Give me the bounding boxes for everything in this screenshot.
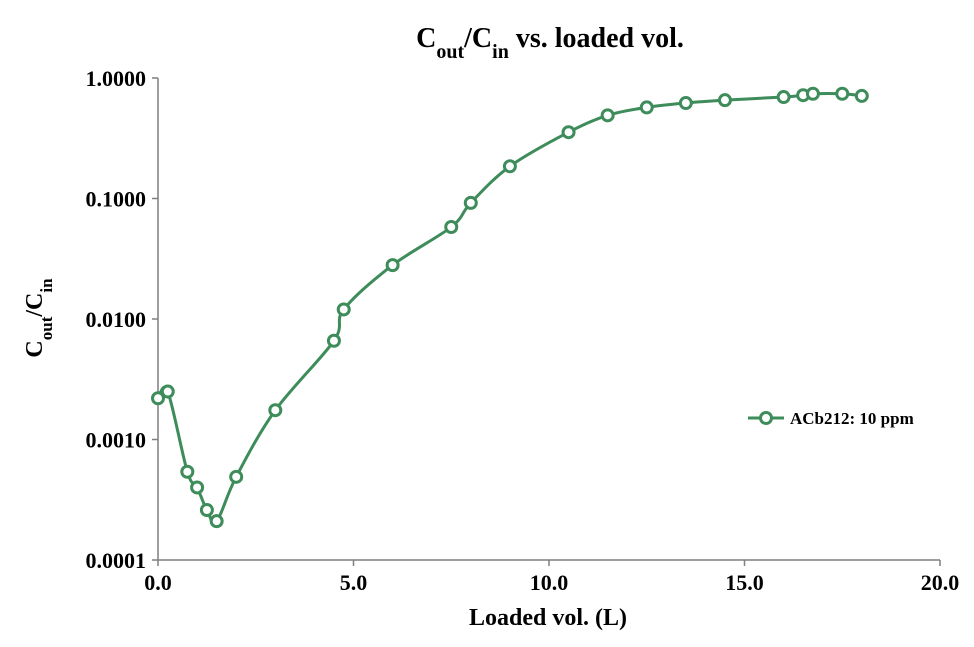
y-tick-label: 0.0010 xyxy=(86,428,147,453)
data-point xyxy=(190,480,205,495)
x-axis: 0.0 5.0 10.0 15.0 20.0 xyxy=(144,559,959,595)
data-point xyxy=(717,93,732,108)
y-axis-label: Cout/Cin xyxy=(22,278,56,358)
data-point xyxy=(678,96,693,111)
data-point xyxy=(336,302,351,317)
data-point xyxy=(268,403,283,418)
chart-title-mid: /C xyxy=(463,23,492,54)
x-tick-label: 15.0 xyxy=(725,570,764,595)
data-point xyxy=(854,88,869,103)
data-point xyxy=(160,384,175,399)
y-axis-label-sub1: out xyxy=(37,316,56,340)
data-point xyxy=(561,125,576,140)
data-point xyxy=(229,469,244,484)
data-point xyxy=(463,195,478,210)
x-tick-label: 20.0 xyxy=(921,570,960,595)
y-tick-label: 0.1000 xyxy=(86,187,147,212)
series-line xyxy=(156,92,862,525)
data-point xyxy=(151,391,165,406)
x-ticks: 0.0 5.0 10.0 15.0 20.0 xyxy=(144,560,959,595)
data-point xyxy=(209,514,224,529)
chart-title-tail: vs. loaded vol. xyxy=(509,23,684,54)
y-tick-label: 1.0000 xyxy=(86,66,147,91)
data-point xyxy=(502,159,517,174)
data-point xyxy=(444,220,459,235)
x-axis-label: Loaded vol. (L) xyxy=(469,605,627,631)
y-tick-label: 0.0100 xyxy=(86,307,147,332)
data-point xyxy=(835,86,850,101)
data-point xyxy=(600,108,615,123)
y-tick-label: 0.0001 xyxy=(86,548,147,573)
legend: ACb212: 10 ppm xyxy=(748,409,914,428)
plot-area xyxy=(151,86,869,529)
data-point xyxy=(326,333,341,348)
y-axis: 0.0001 0.0010 0.0100 0.1000 1.0000 xyxy=(86,66,159,573)
chart-title-sub2: in xyxy=(492,41,509,63)
chart-title-main: C xyxy=(416,23,436,54)
y-axis-label-main: C xyxy=(22,340,48,357)
x-tick-label: 0.0 xyxy=(144,570,172,595)
legend-marker xyxy=(759,411,773,425)
data-point xyxy=(199,502,214,517)
chart-title: Cout/Cin vs. loaded vol. xyxy=(416,23,684,63)
data-point xyxy=(385,258,400,273)
chart-title-sub1: out xyxy=(436,41,464,63)
data-point xyxy=(180,464,195,479)
data-point xyxy=(805,86,820,101)
x-tick-label: 10.0 xyxy=(530,570,569,595)
data-point xyxy=(639,100,654,115)
y-axis-label-mid: /C xyxy=(22,293,48,318)
y-ticks: 0.0001 0.0010 0.0100 0.1000 1.0000 xyxy=(86,66,158,573)
x-tick-label: 5.0 xyxy=(340,570,368,595)
data-point xyxy=(776,90,791,105)
y-axis-label-sub2: in xyxy=(37,278,56,293)
legend-label: ACb212: 10 ppm xyxy=(790,409,914,428)
